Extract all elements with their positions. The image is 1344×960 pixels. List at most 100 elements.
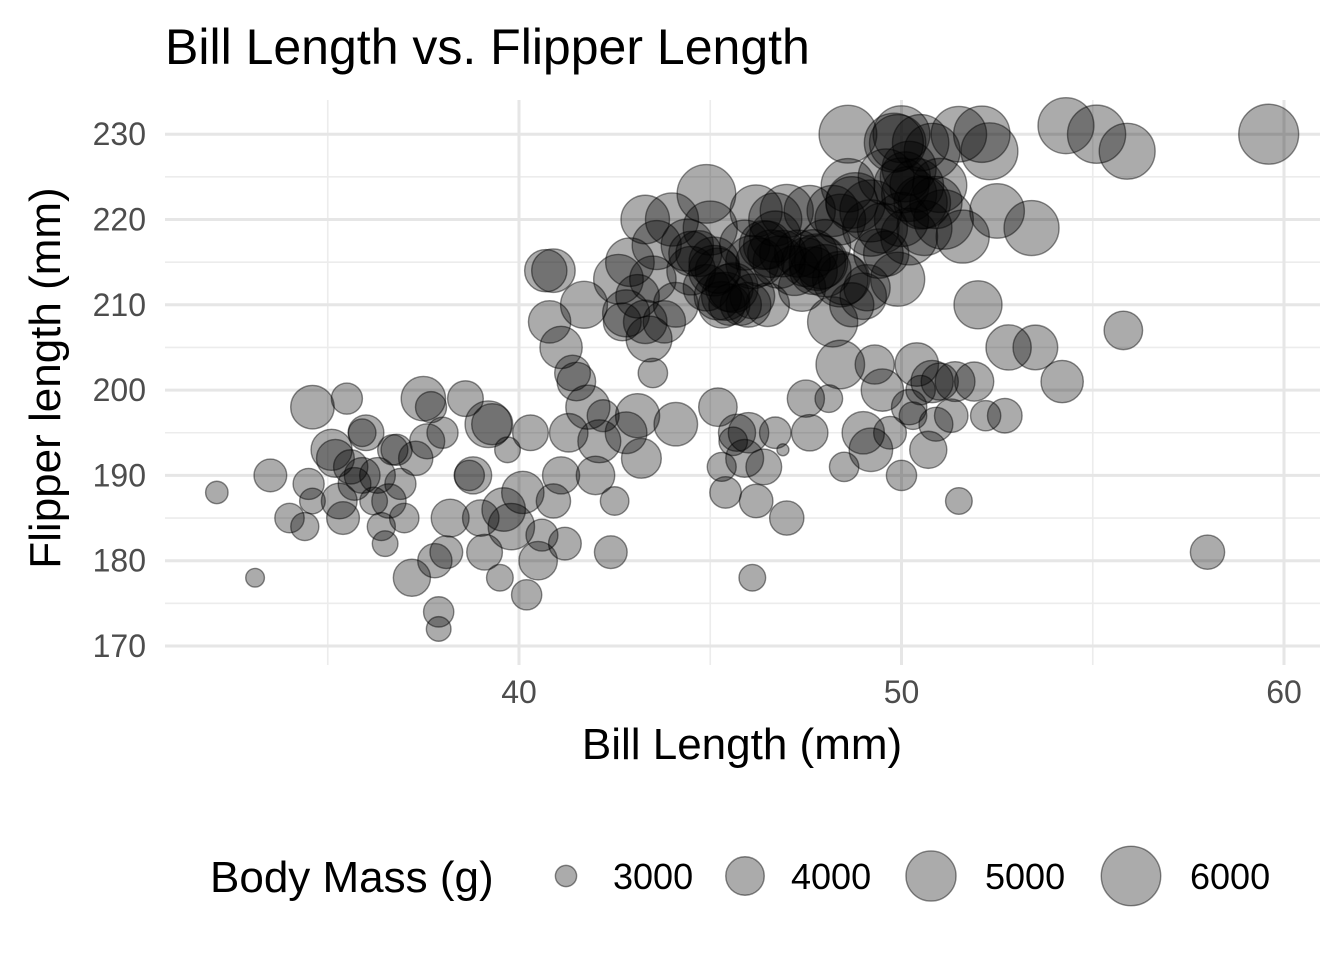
- data-point: [783, 184, 836, 238]
- data-point: [719, 283, 763, 327]
- data-point: [758, 416, 792, 450]
- data-point: [909, 430, 948, 470]
- data-point: [896, 199, 953, 257]
- data-point: [675, 230, 723, 278]
- data-point: [905, 374, 937, 406]
- data-point: [620, 437, 662, 479]
- data-point: [414, 390, 448, 424]
- data-point: [873, 157, 930, 214]
- data-point: [918, 406, 954, 442]
- legend-title: Body Mass (g): [210, 853, 494, 902]
- data-point: [935, 209, 990, 264]
- data-point: [494, 436, 522, 464]
- data-point: [893, 175, 948, 230]
- data-point: [644, 192, 700, 247]
- data-point: [388, 502, 420, 534]
- data-point: [903, 122, 961, 180]
- data-point: [856, 202, 909, 254]
- data-point: [969, 183, 1026, 239]
- data-point: [880, 165, 938, 223]
- data-point: [371, 483, 407, 519]
- data-point: [953, 361, 995, 402]
- data-point: [315, 438, 355, 478]
- data-point: [768, 245, 820, 297]
- data-point: [376, 433, 409, 466]
- data-point: [525, 518, 559, 552]
- data-point: [245, 567, 266, 588]
- data-point: [815, 339, 866, 390]
- legend-key-circle: [905, 850, 957, 902]
- data-point: [806, 184, 859, 238]
- data-point: [556, 361, 597, 402]
- data-point: [1098, 122, 1156, 180]
- data-point: [332, 449, 369, 485]
- data-point: [577, 419, 622, 464]
- data-point: [1189, 534, 1226, 570]
- data-point: [614, 392, 661, 439]
- data-point: [934, 360, 976, 403]
- data-point: [828, 451, 860, 483]
- data-point: [848, 427, 894, 473]
- data-point: [290, 384, 335, 430]
- data-point: [839, 272, 888, 321]
- data-point: [910, 359, 954, 404]
- data-point: [653, 401, 699, 447]
- data-point: [688, 244, 741, 297]
- data-point: [392, 558, 432, 598]
- data-point: [789, 246, 838, 296]
- data-point: [752, 235, 806, 289]
- data-point: [676, 163, 737, 224]
- data-point: [773, 229, 823, 278]
- data-point: [601, 289, 651, 338]
- x-axis-title: Bill Length (mm): [582, 720, 902, 769]
- data-point: [629, 255, 677, 304]
- data-point: [417, 542, 453, 579]
- data-point: [854, 344, 895, 385]
- data-point: [347, 414, 385, 452]
- data-point: [873, 191, 930, 248]
- data-point: [862, 230, 910, 277]
- data-point: [839, 179, 903, 243]
- x-axis-ticks: 40 50 60: [501, 674, 1302, 710]
- data-point: [380, 433, 413, 467]
- data-point: [602, 302, 642, 342]
- data-point: [697, 280, 746, 329]
- data-point: [298, 487, 326, 515]
- x-tick-label: 40: [501, 674, 537, 710]
- data-point: [985, 324, 1032, 371]
- data-point: [863, 112, 925, 173]
- data-point: [430, 498, 470, 538]
- data-point: [554, 354, 592, 392]
- data-point: [759, 183, 814, 239]
- data-point: [511, 414, 550, 452]
- data-point: [798, 218, 852, 272]
- legend-key-label: 5000: [985, 856, 1065, 897]
- data-point: [811, 250, 869, 308]
- data-point: [818, 104, 878, 164]
- data-point: [747, 229, 796, 279]
- data-point: [790, 413, 829, 452]
- data-point: [429, 535, 464, 570]
- y-tick-label: 230: [93, 116, 146, 152]
- data-point: [742, 220, 793, 270]
- data-point: [889, 157, 945, 213]
- data-point: [397, 440, 434, 477]
- data-point: [400, 375, 447, 422]
- y-tick-label: 170: [93, 628, 146, 664]
- data-point: [879, 151, 932, 203]
- data-point: [347, 418, 377, 448]
- data-point: [872, 415, 908, 450]
- data-point: [320, 482, 358, 520]
- data-point: [898, 401, 928, 431]
- y-tick-label: 210: [93, 287, 146, 323]
- data-point: [718, 219, 771, 271]
- data-point: [310, 428, 353, 472]
- data-point: [814, 384, 844, 414]
- data-point: [466, 533, 504, 571]
- data-point: [930, 105, 988, 163]
- data-point: [729, 184, 783, 238]
- data-point: [885, 459, 918, 492]
- data-point: [725, 438, 765, 478]
- data-point: [565, 384, 611, 430]
